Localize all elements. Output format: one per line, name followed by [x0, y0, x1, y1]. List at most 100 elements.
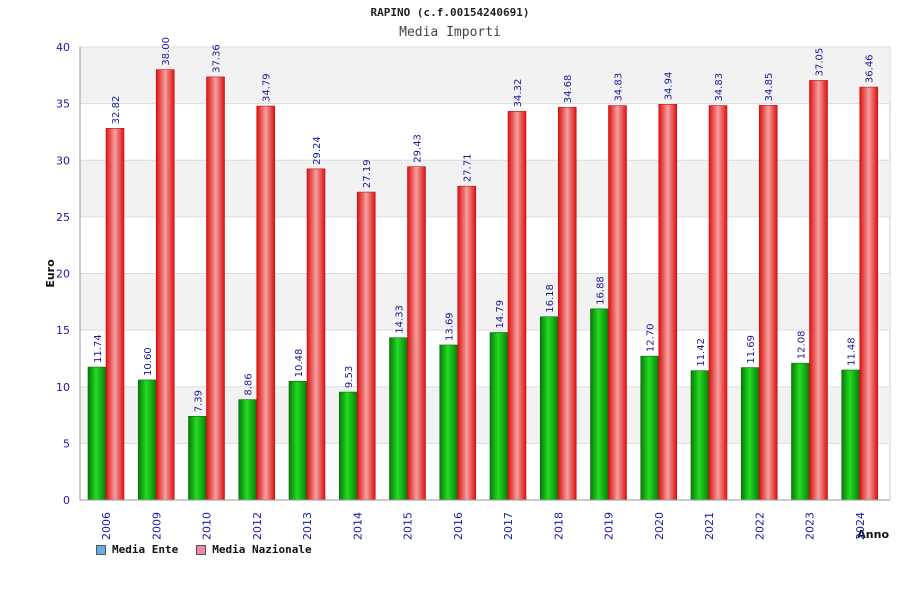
bar-media-nazionale	[256, 105, 276, 501]
bar-media-nazionale	[758, 105, 778, 501]
data-label: 29.24	[312, 136, 323, 165]
x-tick-label: 2009	[150, 512, 163, 540]
y-tick-label: 0	[63, 494, 70, 507]
x-tick-label: 2006	[100, 512, 113, 540]
bar-media-nazionale	[708, 105, 728, 501]
x-tick-label: 2022	[753, 512, 766, 540]
legend-label-media-nazionale: Media Nazionale	[212, 543, 312, 556]
data-label: 11.74	[93, 334, 104, 363]
x-tick-label: 2018	[552, 512, 565, 540]
x-tick-label: 2012	[251, 512, 264, 540]
bar-media-ente	[590, 308, 609, 501]
data-label: 14.33	[395, 305, 406, 334]
bar-media-nazionale	[658, 104, 678, 501]
bar-media-nazionale	[859, 86, 879, 501]
data-label: 36.46	[865, 54, 876, 83]
bar-media-ente	[288, 381, 308, 501]
x-tick-label: 2010	[201, 512, 214, 540]
y-tick-label: 10	[56, 381, 70, 394]
x-axis-label: Anno	[857, 528, 889, 541]
bar-media-ente	[791, 362, 810, 501]
x-tick-label: 2014	[351, 512, 364, 540]
data-label: 11.48	[847, 337, 858, 366]
data-label: 12.70	[646, 324, 657, 353]
bar-media-ente	[439, 344, 459, 501]
bar-media-nazionale	[206, 76, 225, 501]
x-tick-label: 2021	[703, 512, 716, 540]
legend: Media Ente Media Nazionale	[96, 543, 312, 556]
bar-media-ente	[188, 416, 207, 501]
bar-media-ente	[690, 370, 710, 501]
bar-media-ente	[389, 337, 408, 501]
x-tick-label: 2017	[502, 512, 515, 540]
bar-media-nazionale	[608, 105, 627, 501]
data-label: 34.94	[664, 72, 675, 101]
legend-label-media-ente: Media Ente	[112, 543, 179, 556]
bar-media-ente	[338, 391, 358, 501]
bar-media-ente	[841, 369, 861, 501]
data-label: 12.08	[797, 331, 808, 360]
bar-media-ente	[87, 366, 107, 501]
data-label: 14.79	[495, 300, 506, 329]
y-tick-label: 5	[63, 437, 70, 450]
data-label: 16.18	[545, 284, 556, 313]
legend-item-media-ente: Media Ente	[96, 543, 178, 556]
data-label: 34.83	[714, 73, 725, 102]
chart-title: RAPINO (c.f.00154240691)	[370, 6, 530, 19]
chart-subtitle: Media Importi	[399, 25, 501, 40]
data-label: 10.60	[143, 347, 154, 376]
data-label: 38.00	[161, 37, 172, 66]
x-tick-label: 2020	[653, 512, 666, 540]
bar-media-nazionale	[809, 80, 828, 501]
bar-media-ente	[137, 379, 157, 501]
data-label: 37.05	[815, 48, 826, 77]
data-label: 8.86	[244, 373, 255, 395]
data-label: 32.82	[111, 96, 122, 125]
legend-swatch-media-ente	[96, 544, 106, 555]
bar-media-ente	[740, 367, 760, 501]
bar-media-nazionale	[407, 166, 426, 501]
data-label: 13.69	[445, 312, 456, 341]
x-tick-label: 2024	[854, 512, 867, 540]
y-tick-label: 25	[56, 211, 70, 224]
data-label: 16.88	[596, 276, 607, 305]
data-label: 37.36	[212, 44, 223, 73]
data-label: 34.83	[614, 73, 625, 102]
x-tick-label: 2019	[603, 512, 616, 540]
bar-media-ente	[640, 355, 660, 501]
data-label: 11.42	[696, 338, 707, 367]
bar-media-ente	[539, 316, 559, 501]
bar-media-nazionale	[557, 106, 577, 501]
data-label: 34.68	[563, 75, 574, 104]
bar-media-nazionale	[457, 185, 477, 501]
x-tick-label: 2016	[452, 512, 465, 540]
y-tick-label: 15	[56, 324, 70, 337]
legend-swatch-media-nazionale	[196, 544, 207, 555]
y-tick-label: 30	[56, 154, 70, 167]
bar-media-nazionale	[105, 128, 125, 501]
data-label: 27.71	[463, 154, 474, 183]
data-label: 9.53	[344, 366, 355, 388]
y-tick-label: 40	[56, 41, 70, 54]
bar-media-ente	[238, 399, 258, 501]
bar-media-nazionale	[155, 69, 175, 501]
data-label: 34.79	[262, 73, 273, 102]
x-tick-label: 2015	[402, 512, 415, 540]
bar-media-ente	[489, 332, 509, 501]
data-label: 7.39	[194, 390, 205, 412]
bar-media-nazionale	[356, 191, 376, 501]
data-label: 11.69	[746, 335, 757, 364]
y-axis-label: Euro	[44, 259, 57, 288]
y-tick-label: 20	[56, 268, 70, 281]
legend-item-media-nazionale: Media Nazionale	[196, 543, 312, 556]
bar-media-nazionale	[507, 111, 527, 501]
data-label: 34.32	[513, 79, 524, 108]
data-label: 27.19	[362, 159, 373, 188]
y-tick-label: 35	[56, 98, 70, 111]
bar-media-nazionale	[306, 168, 326, 501]
data-label: 10.48	[294, 349, 305, 378]
x-tick-label: 2023	[804, 512, 817, 540]
data-label: 34.85	[764, 73, 775, 102]
data-label: 29.43	[413, 134, 424, 163]
